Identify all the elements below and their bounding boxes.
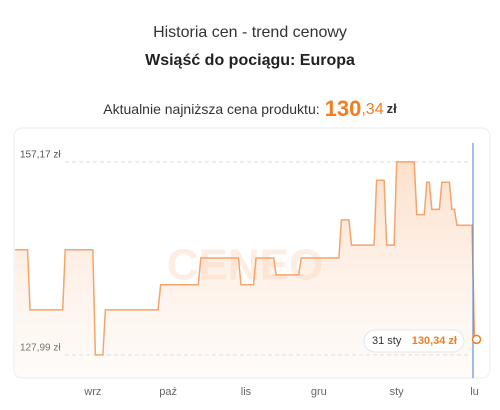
x-tick-label: sty xyxy=(390,386,405,398)
price-caption: Aktualnie najniższa cena produktu: xyxy=(103,101,319,117)
current-point xyxy=(471,334,482,345)
x-tick-label: paź xyxy=(159,386,177,398)
chart-title: Historia cen - trend cenowy xyxy=(153,24,347,41)
tooltip-price: 130,34 zł xyxy=(412,335,457,347)
area-fill xyxy=(15,161,475,378)
x-tick-label: gru xyxy=(311,386,327,398)
tooltip-date: 31 sty xyxy=(372,335,402,347)
price-int: 130 xyxy=(325,96,362,121)
product-name: Wsiąść do pociągu: Europa xyxy=(145,52,355,69)
price-dec: ,34 xyxy=(361,101,383,118)
y-tick-label: 157,17 zł xyxy=(20,150,61,161)
x-tick-label: lis xyxy=(241,386,252,398)
tooltip-box xyxy=(363,329,465,353)
price-line xyxy=(15,161,476,356)
price-currency: zł xyxy=(387,101,398,116)
x-tick-label: lu xyxy=(470,386,479,398)
current-price: Aktualnie najniższa cena produktu: 130,34… xyxy=(103,96,397,121)
x-tick-label: wrz xyxy=(83,386,101,398)
